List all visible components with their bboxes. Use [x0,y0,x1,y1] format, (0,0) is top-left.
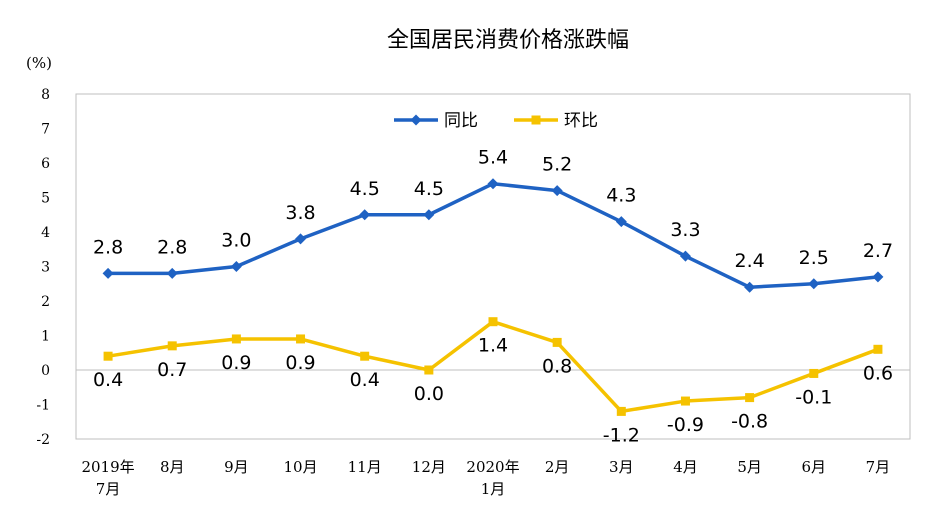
data-label-yoy: 5.4 [478,147,508,169]
data-label-yoy: 3.0 [221,230,251,252]
x-tick-label: 6月 [801,458,826,476]
x-tick-label: 2月 [545,458,570,476]
data-point-mom [424,365,434,375]
legend-marker-yoy [410,114,422,126]
series-layer [102,178,884,416]
x-tick-label: 5月 [737,458,762,476]
data-label-yoy: 2.4 [735,250,765,272]
data-label-mom: 0.9 [285,352,315,374]
data-point-mom [231,334,241,344]
x-tick-label: 3月 [609,458,634,476]
data-point-mom [873,344,883,354]
legend-label-mom: 环比 [564,111,598,131]
plot-area-border [75,93,911,440]
data-label-mom: 0.4 [350,369,380,391]
data-point-mom [360,351,370,361]
x-tick-label: 11月 [348,458,382,476]
data-point-mom [488,317,498,327]
data-label-mom: 0.8 [542,355,572,377]
data-point-yoy [872,271,884,283]
data-label-mom: -0.8 [731,411,768,433]
y-tick-label: 1 [41,329,50,345]
y-tick-label: 4 [41,225,50,241]
data-point-yoy [551,185,563,197]
x-tick-label: 2019年 [81,458,134,476]
x-tick-label: 1月 [481,480,506,498]
axes: 8 7 6 5 4 3 2 1 0 -1 -2 2019年 7月 8月 9月 10月 11月 12月 2020年 1月… [36,87,910,498]
data-label-yoy: 4.5 [350,178,380,200]
data-point-mom [745,393,755,403]
x-tick-label: 7月 [866,458,891,476]
data-label-mom: -0.1 [795,386,832,408]
data-point-mom [809,368,819,378]
data-point-yoy [808,278,820,290]
data-label-yoy: 3.3 [670,219,700,241]
data-label-yoy: 4.5 [414,178,444,200]
y-tick-label: 5 [41,191,50,207]
data-label-mom: 0.7 [157,359,187,381]
y-tick-label: 7 [41,122,50,138]
data-point-yoy [615,216,627,228]
data-point-yoy [487,178,499,190]
data-label-mom: 1.4 [478,335,508,357]
data-point-mom [616,406,626,416]
data-point-mom [103,351,113,361]
y-axis-unit-label: (%) [26,54,52,72]
y-tick-label: 2 [41,294,50,310]
data-point-mom [680,396,690,406]
data-label-mom: 0.0 [414,383,444,405]
data-point-yoy [230,261,242,272]
data-point-yoy [423,209,435,221]
data-label-mom: 0.4 [93,369,123,391]
data-label-mom: 0.6 [863,362,893,384]
data-point-yoy [166,267,178,279]
y-tick-label: 3 [41,260,50,276]
y-tick-label: 6 [41,156,50,172]
data-label-mom: -1.2 [603,424,640,446]
x-tick-label: 4月 [673,458,698,476]
y-tick-label: 8 [41,87,50,103]
data-point-yoy [359,209,371,221]
data-label-yoy: 2.8 [93,236,123,258]
x-tick-label: 8月 [160,458,185,476]
data-point-yoy [295,233,307,245]
data-label-mom: 0.9 [221,352,251,374]
data-label-yoy: 4.3 [606,185,636,207]
y-tick-label: 0 [41,363,50,379]
data-label-yoy: 2.5 [799,247,829,269]
chart-title: 全国居民消费价格涨跌幅 [387,28,629,53]
x-tick-label: 10月 [283,458,317,476]
data-labels-layer: 2.8 2.8 3.0 3.8 4.5 4.5 5.4 5.2 4.3 3.3 2.4 2.5 2.7 0… [93,147,893,447]
x-tick-label: 12月 [412,458,446,476]
legend-marker-mom [531,115,541,125]
data-point-yoy [679,250,691,262]
data-point-mom [167,341,177,351]
y-tick-label: -2 [36,432,50,448]
data-point-mom [552,337,562,347]
legend-label-yoy: 同比 [444,111,478,131]
data-label-yoy: 2.7 [863,240,893,262]
x-tick-label: 2020年 [466,458,519,476]
data-point-mom [296,334,306,344]
x-tick-label: 9月 [224,458,249,476]
data-point-yoy [744,281,756,293]
y-tick-label: -1 [36,398,50,414]
data-label-yoy: 2.8 [157,236,187,258]
data-label-mom: -0.9 [667,414,704,436]
legend: 同比 环比 [394,111,598,131]
data-label-yoy: 5.2 [542,154,572,176]
x-tick-label: 7月 [96,480,121,498]
data-point-yoy [102,267,114,279]
data-label-yoy: 3.8 [285,202,315,224]
